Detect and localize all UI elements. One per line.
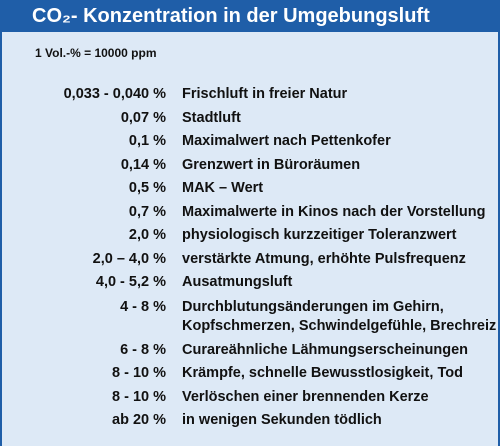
table-row: 0,14 % Grenzwert in Büroräumen xyxy=(2,154,498,178)
concentration-description: physiologisch kurzzeitiger Toleranzwert xyxy=(182,227,457,243)
page-title: CO₂- Konzentration in der Umgebungsluft xyxy=(2,0,498,32)
concentration-description: Frischluft in freier Natur xyxy=(182,86,348,102)
table-row: ab 20 % in wenigen Sekunden tödlich xyxy=(2,409,498,433)
concentration-description: Maximalwerte in Kinos nach der Vorstellu… xyxy=(182,203,486,220)
concentration-list: 0,033 - 0,040 % Frischluft in freier Natu… xyxy=(2,83,498,433)
table-row: 0,07 % Stadtluft xyxy=(2,107,498,131)
table-row: 4 - 8 % Durchblutungsänderungen im Gehirn… xyxy=(2,298,498,337)
concentration-description: Grenzwert in Büroräumen xyxy=(182,156,361,173)
concentration-value: 8 - 10 % xyxy=(112,388,166,405)
concentration-description: Curareähnliche Lähmungserscheinungen xyxy=(182,341,469,358)
concentration-description: Maximalwert nach Pettenkofer xyxy=(182,133,391,149)
concentration-description: in wenigen Sekunden tödlich xyxy=(182,412,382,428)
concentration-description: Verlöschen einer brennenden Kerze xyxy=(182,388,429,405)
concentration-value: 0,14 % xyxy=(120,156,166,173)
table-row: 2,0 % physiologisch kurzzeitiger Toleranz… xyxy=(2,224,498,248)
concentration-description: Stadtluft xyxy=(182,109,241,126)
concentration-value: 2,0 – 4,0 % xyxy=(92,250,166,267)
concentration-description: Krämpfe, schnelle Bewusstlosigkeit, Tod xyxy=(182,365,463,381)
table-row: 0,5 % MAK – Wert xyxy=(2,177,498,201)
concentration-description: MAK – Wert xyxy=(182,180,264,196)
concentration-value: 0,5 % xyxy=(128,180,166,196)
table-row: 8 - 10 % Krämpfe, schnelle Bewusstlosigke… xyxy=(2,362,498,386)
concentration-value: 6 - 8 % xyxy=(120,341,166,358)
concentration-description: verstärkte Atmung, erhöhte Pulsfrequenz xyxy=(182,250,466,267)
unit-conversion-note: 1 Vol.-% = 10000 ppm xyxy=(35,46,157,60)
table-row: 2,0 – 4,0 % verstärkte Atmung, erhöhte Pu… xyxy=(2,248,498,272)
table-row: 4,0 - 5,2 % Ausatmungsluft xyxy=(2,271,498,295)
concentration-value: 0,7 % xyxy=(128,203,166,220)
table-row: 0,7 % Maximalwerte in Kinos nach der Vors… xyxy=(2,201,498,225)
concentration-value: 4 - 8 % xyxy=(120,298,166,315)
concentration-value: 8 - 10 % xyxy=(112,365,166,381)
concentration-value: 0,1 % xyxy=(128,133,166,149)
concentration-value: 4,0 - 5,2 % xyxy=(95,274,166,290)
concentration-value: ab 20 % xyxy=(112,412,166,428)
table-row: 6 - 8 % Curareähnliche Lähmungserscheinun… xyxy=(2,339,498,363)
concentration-value: 2,0 % xyxy=(128,227,166,243)
concentration-description: Ausatmungsluft xyxy=(182,274,293,290)
concentration-value: 0,033 - 0,040 % xyxy=(63,86,166,102)
table-row: 0,033 - 0,040 % Frischluft in freier Natu… xyxy=(2,83,498,107)
concentration-value: 0,07 % xyxy=(120,109,166,126)
concentration-description: Durchblutungsänderungen im Gehirn, Kopfs… xyxy=(182,298,497,335)
table-row: 8 - 10 % Verlöschen einer brennenden Kerz… xyxy=(2,386,498,410)
table-row: 0,1 % Maximalwert nach Pettenkofer xyxy=(2,130,498,154)
